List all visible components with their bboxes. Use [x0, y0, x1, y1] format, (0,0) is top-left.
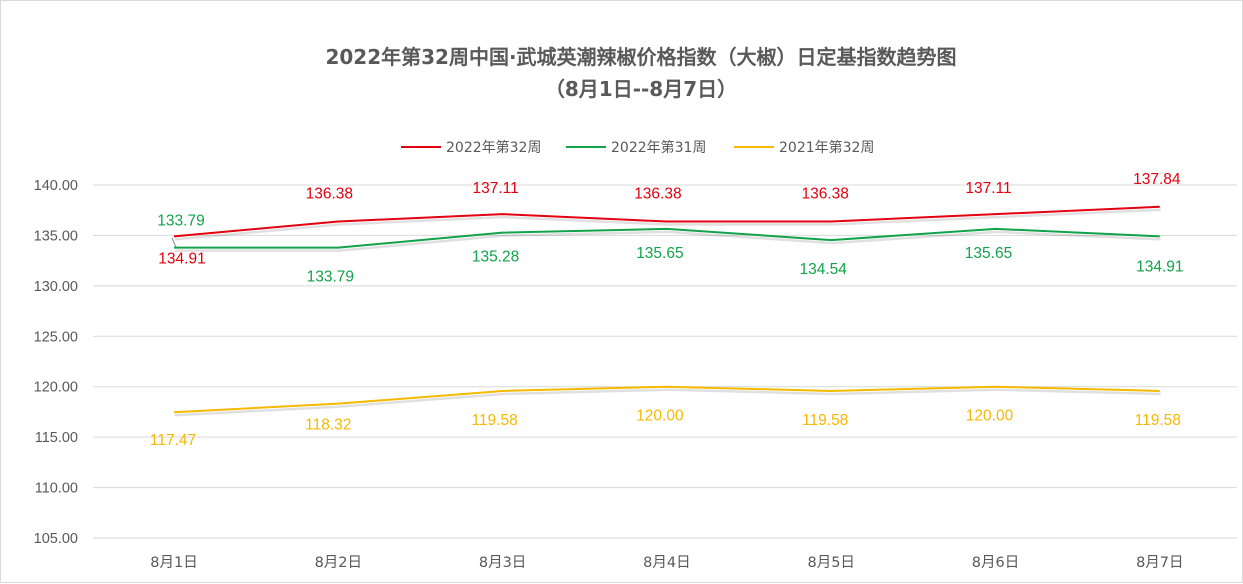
x-axis-ticks: 8月1日 8月2日 8月3日 8月4日 8月5日 8月6日 8月7日: [150, 555, 1183, 571]
chart-title: 2022年第32周中国·武城英潮辣椒价格指数（大椒）日定基指数趋势图: [325, 45, 956, 69]
y-tick-label: 120.00: [34, 380, 78, 396]
series-lines: [171, 205, 1161, 417]
data-label: 133.79: [307, 269, 354, 286]
data-label: 136.38: [634, 186, 681, 203]
series-line-shadow: [174, 208, 1161, 241]
data-label: 137.11: [965, 180, 1011, 197]
y-tick-label: 135.00: [34, 228, 78, 244]
y-tick-label: 140.00: [34, 178, 78, 194]
data-label: 134.91: [1136, 258, 1183, 275]
data-label: 137.84: [1133, 171, 1181, 188]
series-line: [173, 385, 1160, 414]
x-tick-label: 8月7日: [1136, 555, 1183, 571]
legend: 2022年第32周 2022年第31周 2021年第32周: [401, 139, 874, 156]
data-label: 119.58: [471, 412, 517, 429]
y-tick-label: 125.00: [34, 329, 78, 345]
series-line: [173, 205, 1160, 238]
legend-label: 2022年第32周: [446, 139, 541, 156]
data-label: 134.91: [158, 250, 205, 267]
data-label: 135.28: [472, 249, 519, 266]
x-tick-label: 8月4日: [643, 555, 690, 571]
data-label: 118.32: [305, 417, 351, 434]
x-tick-label: 8月5日: [807, 555, 854, 571]
series-line-shadow: [175, 230, 1161, 252]
data-label: 135.65: [965, 245, 1012, 262]
data-label: 136.38: [306, 186, 353, 203]
y-axis-ticks: 105.00 110.00 115.00 120.00 125.00 130.00 135.…: [34, 178, 78, 547]
chart-subtitle: （8月1日--8月7日）: [545, 77, 737, 101]
series-line: [174, 227, 1160, 249]
data-label: 137.11: [472, 180, 518, 197]
series-line-shadow: [174, 388, 1161, 417]
y-tick-label: 105.00: [34, 531, 78, 547]
data-labels: 134.91 136.38 137.11 136.38 136.38 137.11 137.…: [150, 171, 1184, 449]
legend-label: 2021年第32周: [779, 139, 874, 156]
data-label: 134.54: [799, 261, 847, 278]
data-label: 119.58: [802, 412, 848, 429]
data-label: 117.47: [150, 432, 196, 449]
x-tick-label: 8月6日: [972, 555, 1019, 571]
data-label: 135.65: [636, 245, 683, 262]
data-label: 120.00: [966, 408, 1014, 425]
x-tick-label: 8月3日: [479, 555, 526, 571]
y-tick-label: 115.00: [35, 430, 78, 446]
data-label: 136.38: [801, 186, 848, 203]
x-tick-label: 8月1日: [150, 555, 197, 571]
y-tick-label: 130.00: [34, 279, 78, 295]
data-label: 120.00: [636, 408, 684, 425]
x-tick-label: 8月2日: [315, 555, 362, 571]
y-tick-label: 110.00: [35, 481, 78, 497]
leader-line: [171, 237, 177, 248]
legend-label: 2022年第31周: [611, 139, 706, 156]
gridlines: [93, 184, 1237, 539]
data-label: 119.58: [1135, 412, 1181, 429]
data-label: 133.79: [157, 213, 204, 230]
